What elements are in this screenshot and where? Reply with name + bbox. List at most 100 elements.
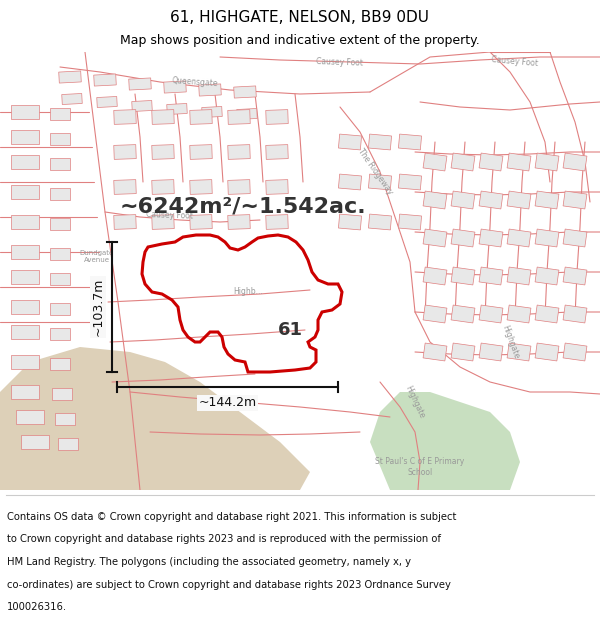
Bar — [507, 305, 531, 323]
Bar — [114, 144, 136, 159]
Bar — [535, 191, 559, 209]
Bar — [507, 229, 531, 247]
Text: Highb...: Highb... — [233, 288, 263, 296]
Bar — [535, 267, 559, 285]
Bar — [50, 248, 70, 260]
Bar — [266, 179, 288, 194]
Bar — [21, 435, 49, 449]
Bar — [398, 214, 422, 230]
Text: to Crown copyright and database rights 2023 and is reproduced with the permissio: to Crown copyright and database rights 2… — [7, 534, 441, 544]
Polygon shape — [370, 392, 520, 490]
Bar — [338, 134, 362, 150]
Text: Highgate: Highgate — [500, 324, 520, 360]
Bar — [266, 144, 288, 159]
Text: ~103.7m: ~103.7m — [91, 278, 104, 336]
Bar — [50, 328, 70, 340]
Bar — [11, 300, 39, 314]
Bar — [563, 343, 587, 361]
Bar — [234, 86, 256, 98]
Bar — [535, 343, 559, 361]
Bar — [11, 215, 39, 229]
Bar — [237, 109, 257, 119]
Bar — [266, 214, 288, 229]
Text: Map shows position and indicative extent of the property.: Map shows position and indicative extent… — [120, 34, 480, 47]
Bar — [451, 191, 475, 209]
Bar — [266, 109, 288, 124]
Bar — [50, 158, 70, 170]
Bar — [423, 267, 447, 285]
Bar — [368, 214, 392, 230]
Bar — [190, 179, 212, 194]
Bar — [114, 214, 136, 229]
Text: 100026316.: 100026316. — [7, 602, 67, 612]
Text: 61, HIGHGATE, NELSON, BB9 0DU: 61, HIGHGATE, NELSON, BB9 0DU — [170, 11, 430, 26]
Bar — [563, 305, 587, 323]
Bar — [152, 144, 174, 159]
Bar — [479, 191, 503, 209]
Text: The Ridgeway: The Ridgeway — [356, 148, 394, 197]
Bar — [563, 267, 587, 285]
Text: ~6242m²/~1.542ac.: ~6242m²/~1.542ac. — [120, 197, 367, 217]
Bar — [228, 214, 250, 229]
Bar — [16, 410, 44, 424]
Bar — [59, 71, 81, 83]
Bar — [451, 229, 475, 247]
Bar — [451, 305, 475, 323]
Text: Highgate: Highgate — [403, 384, 427, 420]
Text: 61: 61 — [277, 321, 302, 339]
Bar — [11, 355, 39, 369]
Bar — [11, 155, 39, 169]
Bar — [50, 273, 70, 285]
Bar — [479, 305, 503, 323]
Bar — [535, 229, 559, 247]
Bar — [368, 134, 392, 150]
Bar — [11, 270, 39, 284]
Bar — [152, 214, 174, 229]
Text: HM Land Registry. The polygons (including the associated geometry, namely x, y: HM Land Registry. The polygons (includin… — [7, 557, 411, 567]
Bar — [50, 218, 70, 230]
Bar — [152, 179, 174, 194]
Bar — [228, 179, 250, 194]
Bar — [132, 101, 152, 111]
Text: ~144.2m: ~144.2m — [199, 396, 257, 409]
Text: Dundgate
Avenue: Dundgate Avenue — [80, 251, 114, 264]
Bar — [190, 109, 212, 124]
Bar — [190, 144, 212, 159]
Bar — [52, 388, 72, 400]
Bar — [58, 438, 78, 450]
Bar — [368, 174, 392, 190]
Bar — [199, 84, 221, 96]
Bar — [479, 267, 503, 285]
Bar — [190, 214, 212, 229]
Text: Causey Foot: Causey Foot — [491, 56, 539, 69]
Bar — [535, 153, 559, 171]
Bar — [11, 105, 39, 119]
Bar — [451, 343, 475, 361]
Bar — [451, 267, 475, 285]
Bar — [479, 153, 503, 171]
Bar — [11, 130, 39, 144]
Text: St Paul's C of E Primary
School: St Paul's C of E Primary School — [376, 458, 464, 477]
Bar — [164, 81, 186, 93]
Bar — [507, 153, 531, 171]
Bar — [50, 133, 70, 145]
Text: Contains OS data © Crown copyright and database right 2021. This information is : Contains OS data © Crown copyright and d… — [7, 512, 457, 522]
Bar — [507, 267, 531, 285]
Bar — [563, 191, 587, 209]
Bar — [94, 74, 116, 86]
Bar — [398, 134, 422, 150]
Bar — [11, 185, 39, 199]
Bar — [50, 188, 70, 200]
Bar — [11, 245, 39, 259]
Text: co-ordinates) are subject to Crown copyright and database rights 2023 Ordnance S: co-ordinates) are subject to Crown copyr… — [7, 579, 451, 589]
Bar — [507, 343, 531, 361]
Text: Causey Foot: Causey Foot — [146, 209, 194, 221]
Bar — [152, 109, 174, 124]
Bar — [129, 78, 151, 90]
Bar — [423, 343, 447, 361]
Bar — [228, 144, 250, 159]
Bar — [338, 214, 362, 230]
Bar — [50, 108, 70, 120]
Bar — [50, 358, 70, 370]
Bar — [11, 325, 39, 339]
